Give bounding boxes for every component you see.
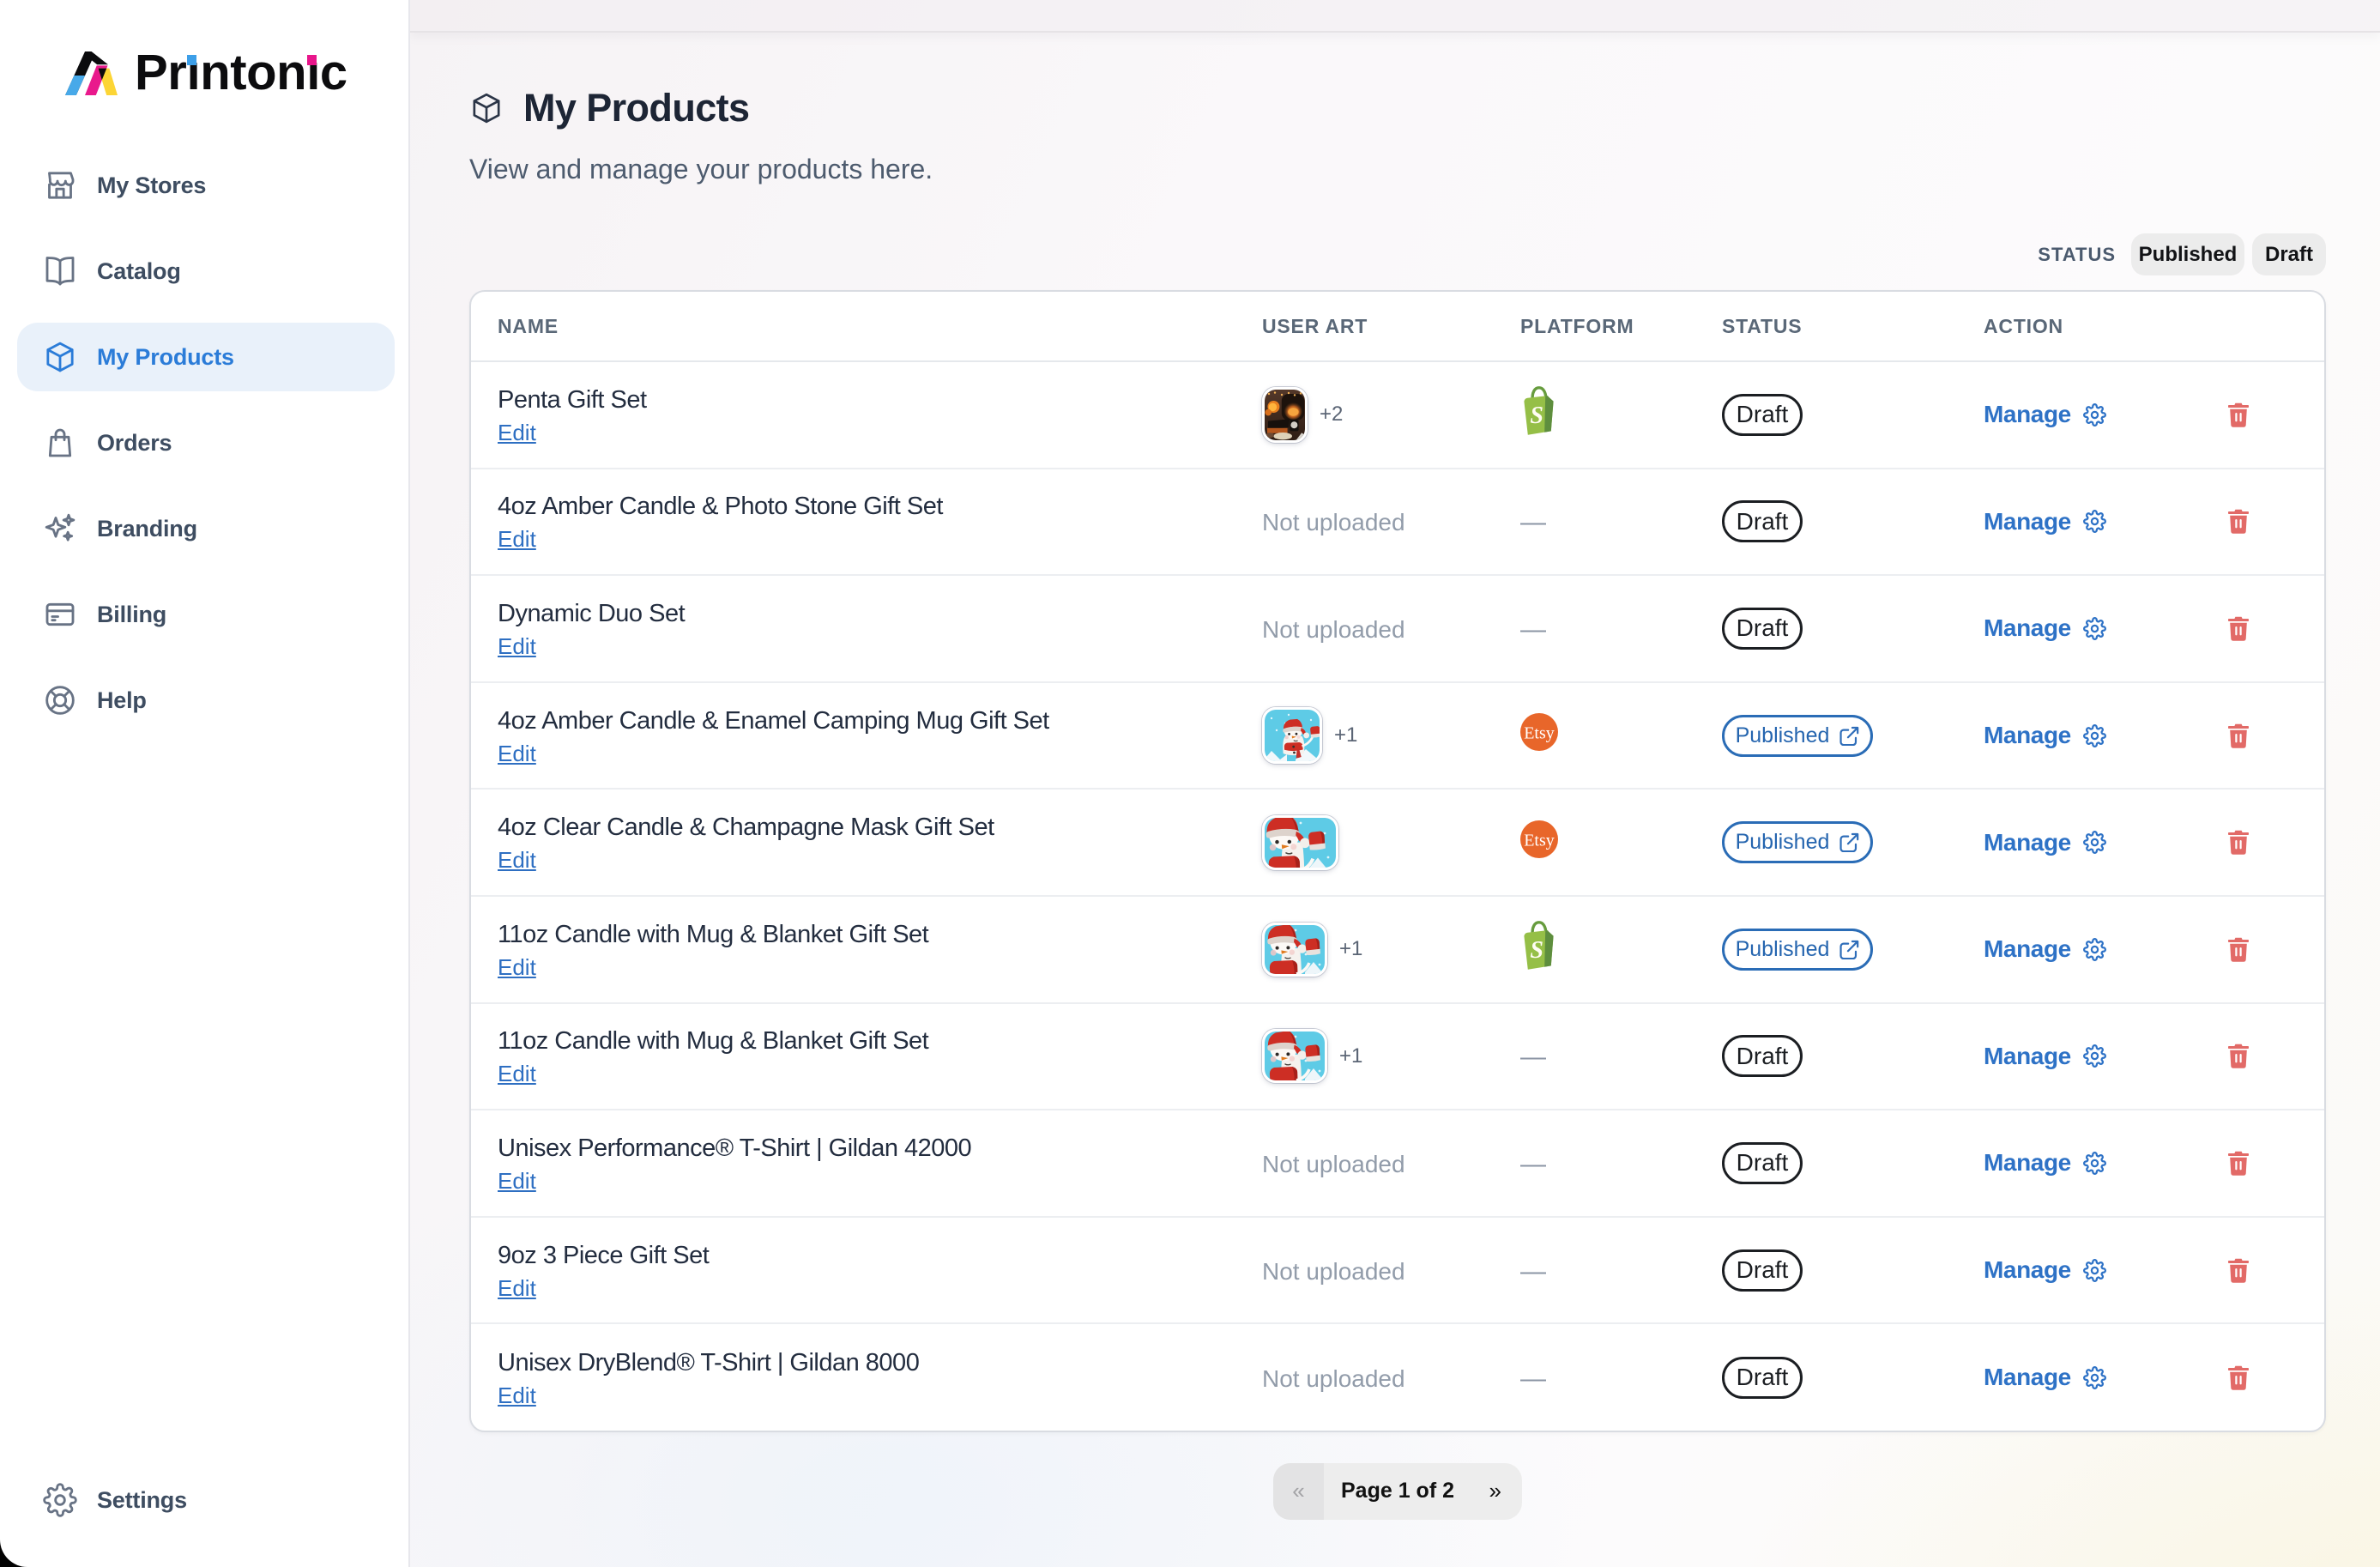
- svg-text:Etsy: Etsy: [1524, 724, 1555, 743]
- svg-text:S: S: [1530, 402, 1543, 429]
- svg-text:Etsy: Etsy: [1524, 831, 1555, 850]
- svg-text:S: S: [1530, 937, 1543, 964]
